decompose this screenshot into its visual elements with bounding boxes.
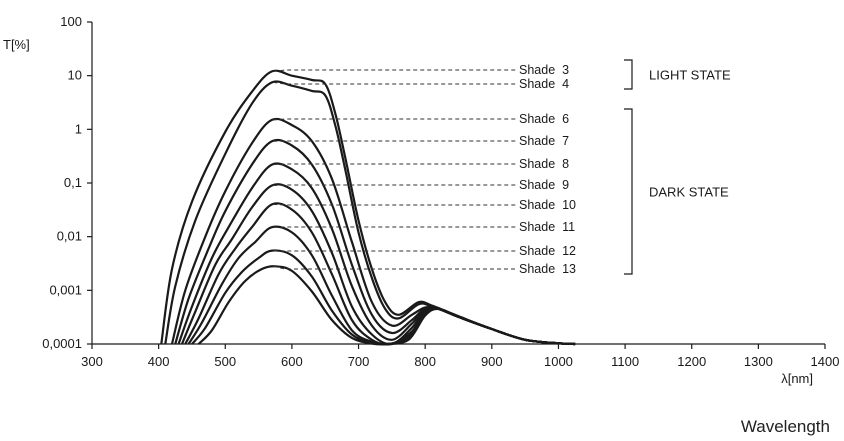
transmission-curve <box>180 183 576 346</box>
shade-label: Shade 9 <box>519 178 569 192</box>
leader-line <box>273 163 516 166</box>
transmission-curve <box>170 117 576 346</box>
wavelength-caption: Wavelength <box>740 417 830 436</box>
x-tick-label: 800 <box>414 354 436 369</box>
x-tick-label: 1400 <box>811 354 840 369</box>
shade-label: Shade 8 <box>519 157 569 171</box>
state-brackets: LIGHT STATE DARK STATE <box>624 59 731 275</box>
x-tick-label: 1200 <box>677 354 706 369</box>
leader-line <box>273 184 516 186</box>
x-tick-label: 600 <box>281 354 303 369</box>
x-tick-label: 1000 <box>544 354 573 369</box>
shade-label: Shade 6 <box>519 112 569 126</box>
shade-label: Shade 11 <box>519 220 575 234</box>
shade-label: Shade 4 <box>519 77 569 91</box>
shade-label: Shade 10 <box>519 198 576 212</box>
leader-line <box>273 265 516 270</box>
shade-label: Shade 12 <box>519 244 576 258</box>
shade-label: Shade 3 <box>519 63 569 77</box>
transmission-curve <box>197 265 576 346</box>
x-tick-label: 900 <box>481 354 503 369</box>
leader-line <box>273 203 516 206</box>
x-tick-label: 400 <box>148 354 170 369</box>
x-tick-label: 500 <box>214 354 236 369</box>
y-axis-label: T[%] <box>3 37 30 52</box>
x-tick-label: 700 <box>348 354 370 369</box>
y-tick-label: 0,0001 <box>42 336 82 351</box>
state-label: DARK STATE <box>649 185 729 200</box>
x-tick-label: 300 <box>81 354 103 369</box>
y-tick-label: 0,001 <box>49 282 82 297</box>
shade-label: Shade 7 <box>519 134 569 148</box>
leader-line <box>273 69 516 72</box>
leader-lines <box>273 69 516 270</box>
transmission-curve <box>184 202 576 346</box>
y-tick-label: 10 <box>68 68 82 83</box>
x-ticks: 300 400 500 600 700 800 900 1000 1100 1200 1300 140… <box>81 344 839 369</box>
leader-line <box>273 118 516 121</box>
y-ticks: 100 10 1 0,1 0,01 0,001 0,0001 <box>42 14 92 351</box>
y-tick-label: 100 <box>60 14 82 29</box>
leader-line <box>273 81 516 85</box>
state-bracket <box>624 108 633 275</box>
x-tick-label: 1300 <box>744 354 773 369</box>
x-axis-label: λ[nm] <box>781 371 813 386</box>
x-tick-label: 1100 <box>611 354 639 369</box>
plot-area: 100 10 1 0,1 0,01 0,001 0,0001 300 400 500 600 700… <box>42 14 839 369</box>
transmission-curves <box>160 69 576 346</box>
y-tick-label: 0,01 <box>57 229 82 244</box>
state-label: LIGHT STATE <box>649 68 731 83</box>
y-tick-label: 0,1 <box>64 175 82 190</box>
transmission-curve <box>177 162 576 346</box>
state-bracket <box>624 59 633 90</box>
transmission-curve <box>160 69 576 346</box>
y-tick-label: 1 <box>75 121 82 136</box>
shade-label: Shade 13 <box>519 262 576 276</box>
